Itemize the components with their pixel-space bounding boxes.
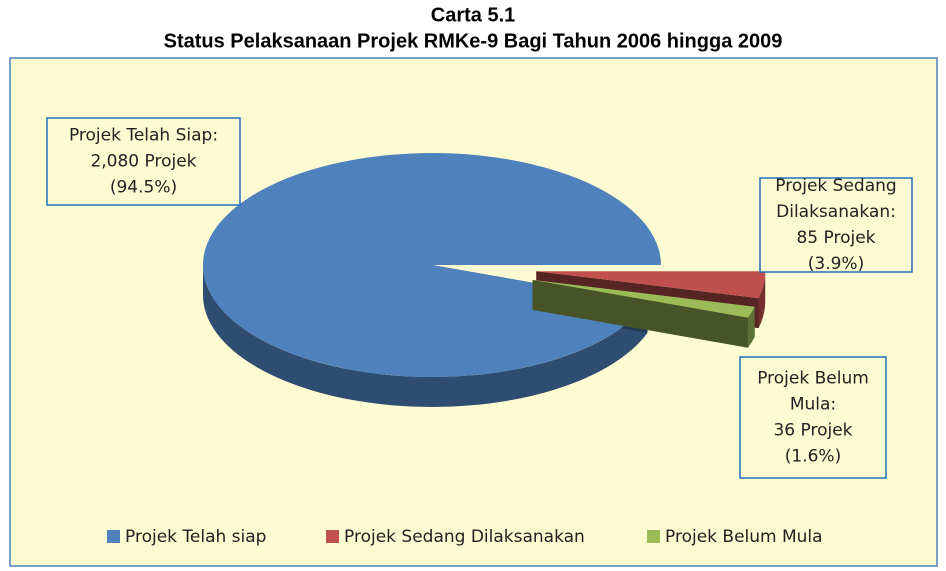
data-label: 2,080 Projek (90, 152, 196, 172)
data-label-box (46, 117, 241, 206)
slice-side (758, 271, 766, 329)
data-label: Projek Belum (757, 369, 869, 389)
slice-side (203, 265, 648, 407)
data-label: 36 Projek (773, 421, 852, 441)
data-label: Projek Telah Siap: (69, 126, 218, 146)
slice (536, 271, 766, 299)
data-label: Projek Sedang (775, 176, 896, 196)
data-label: Mula: (790, 395, 836, 415)
data-label-box (739, 356, 887, 479)
legend-label: Projek Belum Mula (665, 527, 823, 547)
chart-title: Carta 5.1 (431, 4, 516, 26)
data-label: Dilaksanakan: (776, 202, 896, 222)
legend-swatch (326, 530, 339, 543)
legend-swatch (647, 530, 660, 543)
data-label-box (759, 177, 913, 273)
slice-wall (532, 279, 748, 348)
legend-label: Projek Sedang Dilaksanakan (344, 527, 585, 547)
data-label: (1.6%) (785, 447, 841, 467)
data-label: 85 Projek (796, 228, 875, 248)
slice (532, 279, 755, 318)
data-label: (3.9%) (808, 254, 864, 274)
legend-label: Projek Telah siap (125, 527, 266, 547)
data-label: (94.5%) (110, 178, 177, 198)
legend-swatch (107, 530, 120, 543)
chart-subtitle: Status Pelaksanaan Projek RMKe-9 Bagi Ta… (164, 30, 783, 52)
slice (203, 152, 662, 377)
slice-side (747, 306, 755, 348)
